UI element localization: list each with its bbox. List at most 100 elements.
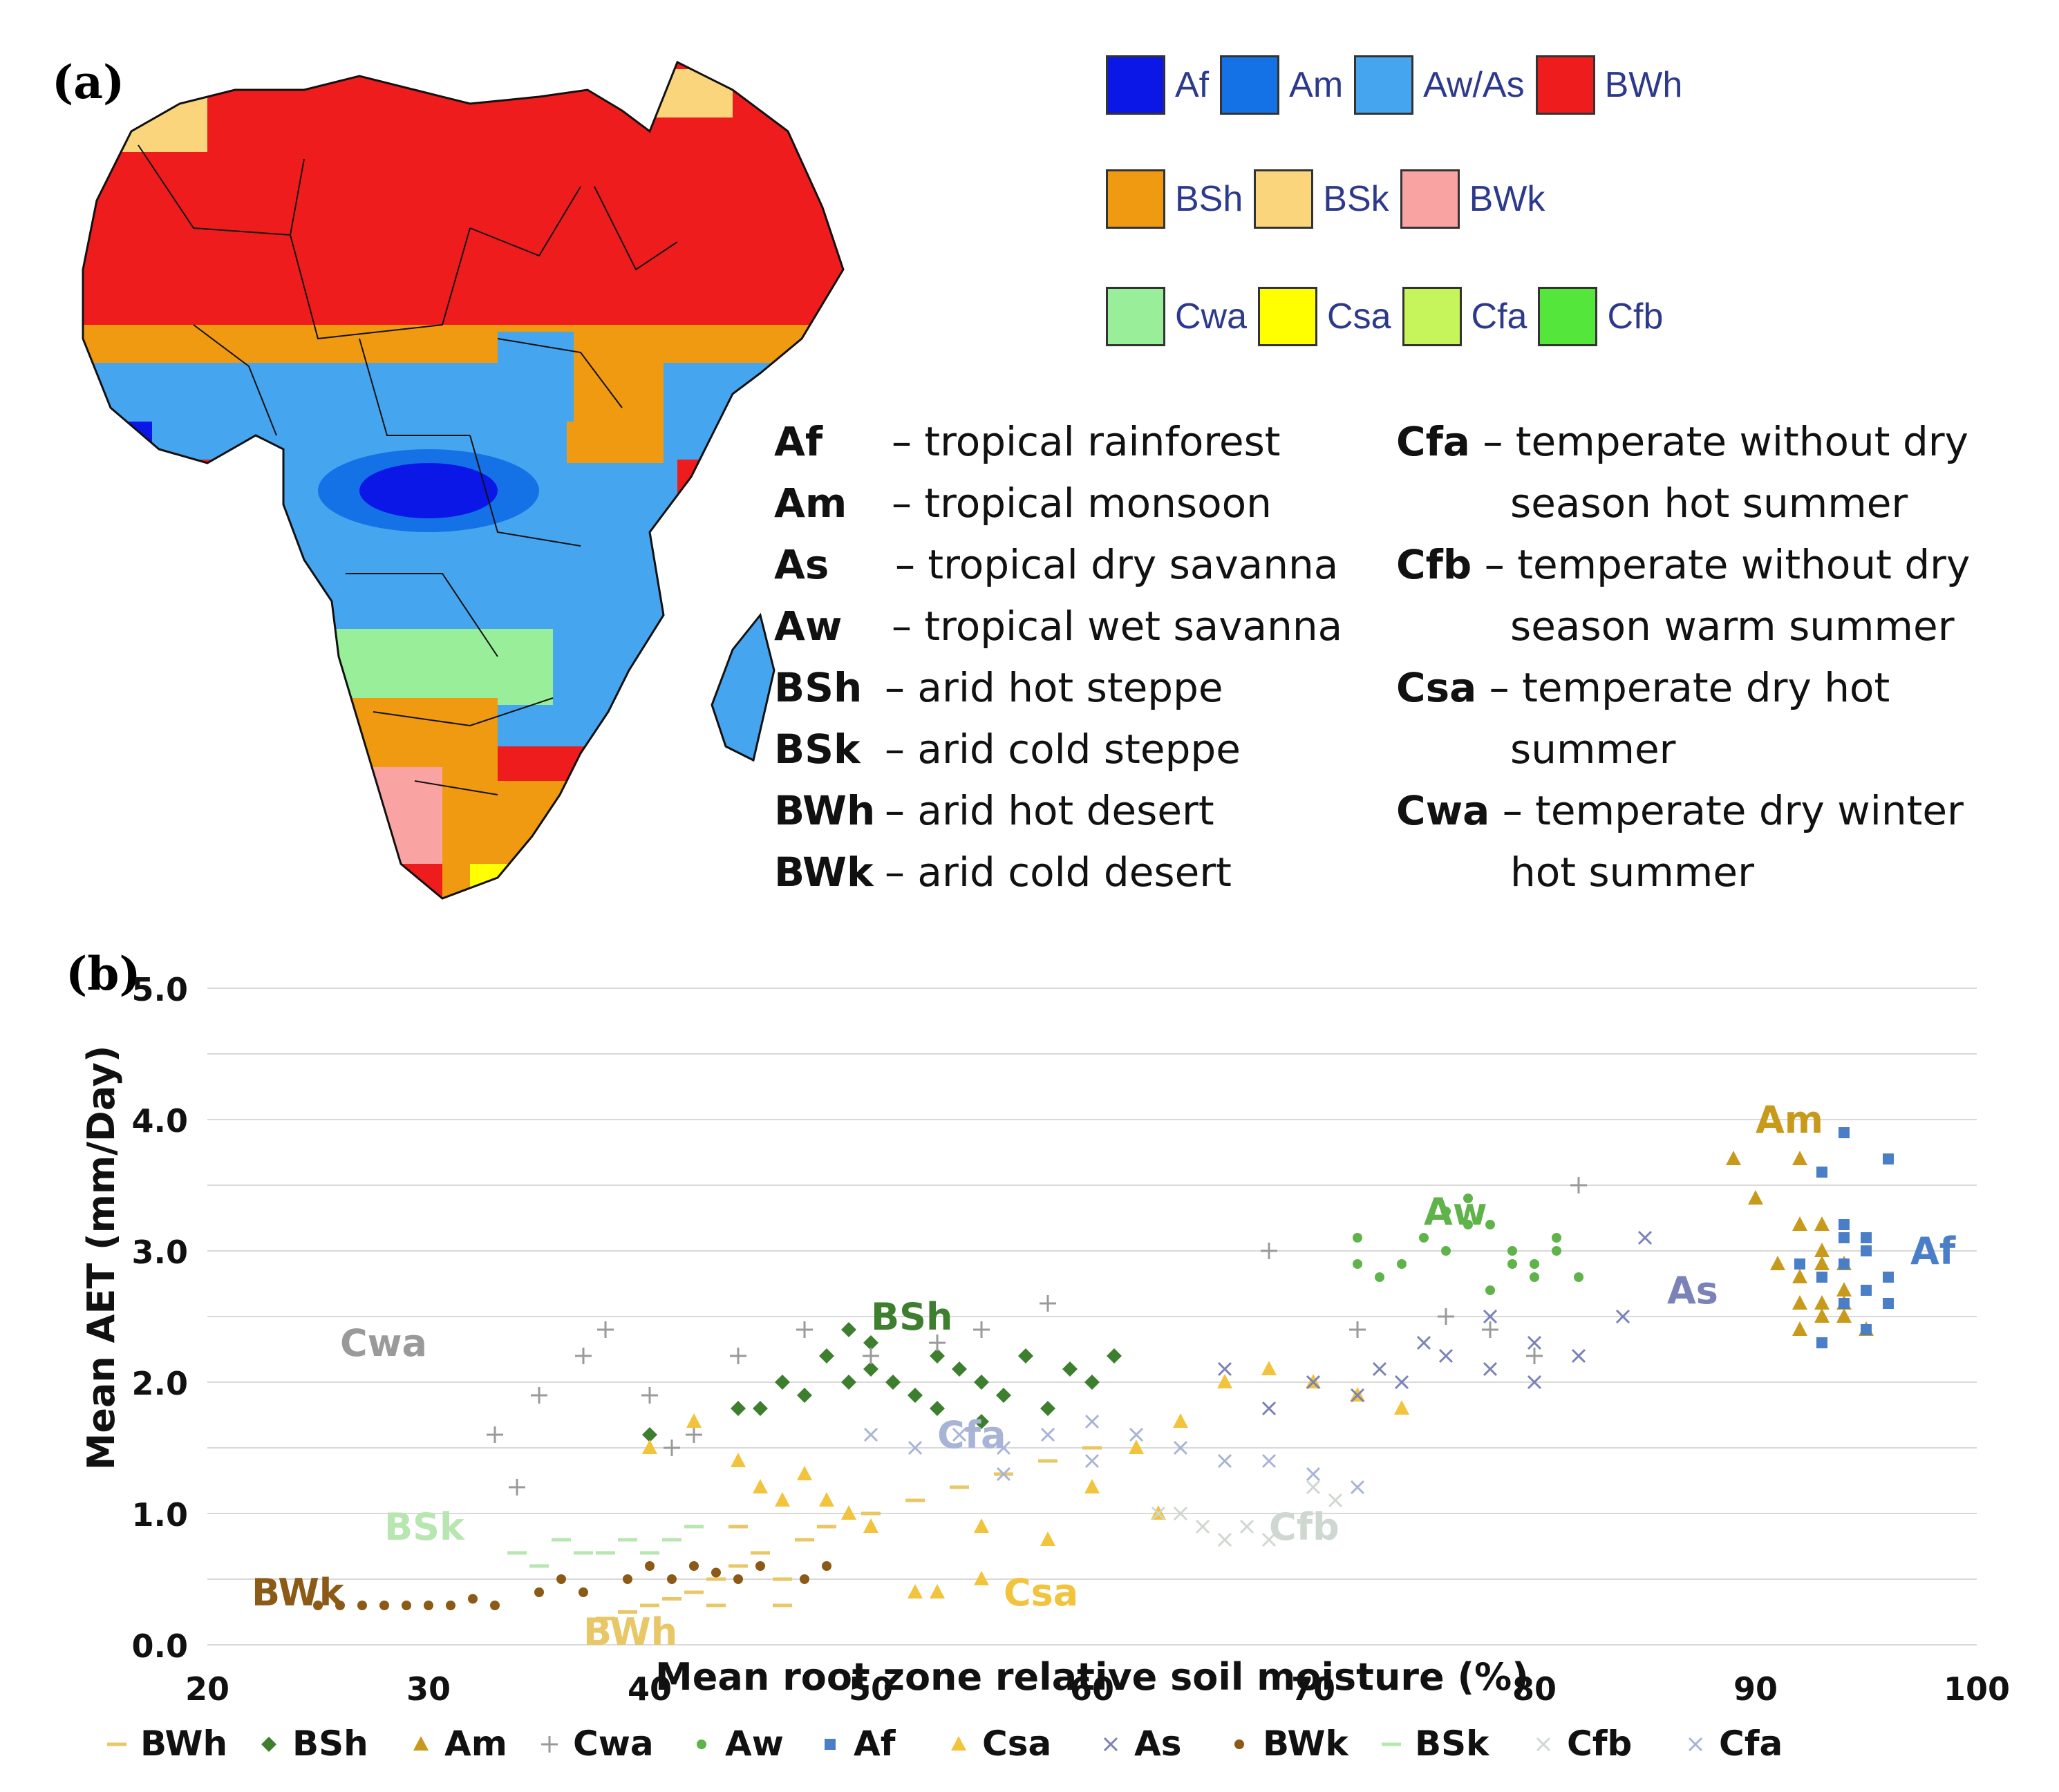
point-as (1372, 1361, 1387, 1377)
legend-entry-bsh: BSh (292, 1724, 368, 1764)
def-cfa-cont: season hot summer (1510, 483, 1908, 523)
point-af (1816, 1272, 1827, 1283)
series-label-aw: Aw (1424, 1190, 1487, 1234)
map-zone-bwk (318, 767, 442, 864)
legend-item: Cfb (1538, 287, 1666, 346)
point-af (1883, 1298, 1894, 1309)
point-cwa (1349, 1321, 1366, 1338)
point-bsh (1040, 1401, 1055, 1416)
point-csa (1261, 1361, 1277, 1375)
legend-marker-cfa (1688, 1737, 1703, 1752)
series-label-cfb: Cfb (1269, 1505, 1339, 1549)
map-zone-aw-ethiopia (498, 332, 574, 422)
def-bsk: BSk – arid cold steppe (774, 729, 1241, 769)
def-text: – temperate without dry (1483, 418, 1968, 465)
point-csa (930, 1584, 945, 1598)
panel-a-label: (a) (52, 55, 125, 109)
point-af (1861, 1324, 1872, 1335)
point-aw (1507, 1246, 1517, 1256)
point-aw (1441, 1207, 1451, 1216)
def-code: Am (774, 480, 847, 527)
legend-entry-am: Am (444, 1724, 507, 1764)
point-cwa (641, 1387, 658, 1404)
point-am (1726, 1151, 1741, 1165)
legend-label: Cfb (1607, 296, 1664, 337)
def-code: BSh (774, 664, 863, 711)
def-text: – temperate dry hot (1489, 664, 1890, 711)
def-code: BWh (774, 787, 876, 834)
legend-entry-as: As (1134, 1724, 1181, 1764)
map-zone-aw-north (83, 363, 843, 460)
point-as (1483, 1309, 1498, 1324)
y-tick-label: 5.0 (132, 971, 189, 1008)
point-aw (1397, 1259, 1407, 1269)
point-aw (1353, 1233, 1362, 1243)
legend-swatch-am (1220, 55, 1280, 115)
point-as (1637, 1230, 1653, 1245)
point-cwa (730, 1348, 746, 1364)
legend-entry-cwa: Cwa (573, 1724, 654, 1764)
def-as: As – tropical dry savanna (774, 545, 1338, 585)
legend-entry-bwh: BWh (140, 1724, 227, 1764)
point-bsh (952, 1361, 967, 1377)
point-cwa (1526, 1348, 1543, 1364)
point-am (1814, 1216, 1830, 1231)
point-cwa (509, 1479, 525, 1496)
point-af (1839, 1298, 1850, 1309)
legend-marker-cfb (1536, 1737, 1551, 1752)
def-code: Aw (774, 603, 843, 650)
legend-swatch-cwa (1106, 287, 1165, 346)
legend-entry-bsk: BSk (1415, 1724, 1490, 1764)
point-af (1839, 1232, 1850, 1243)
climate-map (55, 48, 850, 919)
point-cwa (1040, 1295, 1056, 1312)
map-zone-bsh-horn (567, 352, 664, 463)
point-af (1861, 1285, 1872, 1296)
legend-entry-aw: Aw (725, 1724, 784, 1764)
point-aw (1441, 1246, 1451, 1256)
point-am (1792, 1216, 1807, 1231)
point-aw (1419, 1233, 1429, 1243)
def-text: – tropical monsoon (892, 480, 1272, 527)
legend-item: BSk (1254, 169, 1391, 229)
point-cwa (1482, 1321, 1498, 1338)
x-tick-label: 60 (1070, 1670, 1114, 1708)
point-csa (1129, 1440, 1144, 1454)
point-bwk (424, 1601, 433, 1610)
def-text-cont: season hot summer (1510, 480, 1908, 527)
point-cwa (973, 1321, 990, 1338)
data-points (313, 1127, 1894, 1621)
point-csa (731, 1453, 746, 1467)
scatter-chart: 0.0 1.0 2.0 3.0 4.0 5.0 20 30 40 50 60 70 80 90 100 BW… (79, 971, 2010, 1764)
point-bsh (753, 1401, 768, 1416)
map-zone-af (359, 463, 498, 518)
point-cfb (1261, 1532, 1277, 1547)
point-cfa (996, 1440, 1011, 1455)
legend-marker-csa (951, 1736, 966, 1751)
point-as (1615, 1309, 1630, 1324)
series-label-am: Am (1756, 1098, 1823, 1142)
point-cfa (1084, 1414, 1100, 1429)
def-text: – arid hot steppe (885, 664, 1223, 711)
point-am (1814, 1295, 1830, 1310)
point-cfa (908, 1440, 923, 1455)
def-cfa: Cfa – temperate without dry (1396, 422, 1968, 462)
def-csa-cont: summer (1510, 729, 1676, 769)
series-label-bsk: BSk (384, 1505, 465, 1549)
point-cfb (1217, 1532, 1232, 1547)
point-bsh (908, 1388, 923, 1403)
point-aw (1507, 1259, 1517, 1269)
point-csa (775, 1492, 790, 1507)
legend-label: BSk (1323, 179, 1389, 219)
legend-label: Am (1289, 65, 1344, 105)
point-am (1748, 1190, 1763, 1205)
series-labels: BWh BSh Am Cwa Aw Af Csa As BWk BSk Cfb Cfa (252, 1098, 1956, 1654)
y-tick-label: 4.0 (132, 1102, 189, 1140)
def-bsh: BSh – arid hot steppe (774, 668, 1223, 708)
def-cwa: Cwa – temperate dry winter (1396, 791, 1964, 831)
point-am (1814, 1243, 1830, 1257)
def-aw: Aw – tropical wet savanna (774, 606, 1342, 646)
point-af (1816, 1167, 1827, 1178)
def-text: – temperate without dry (1484, 541, 1971, 588)
point-bwk (313, 1601, 323, 1610)
